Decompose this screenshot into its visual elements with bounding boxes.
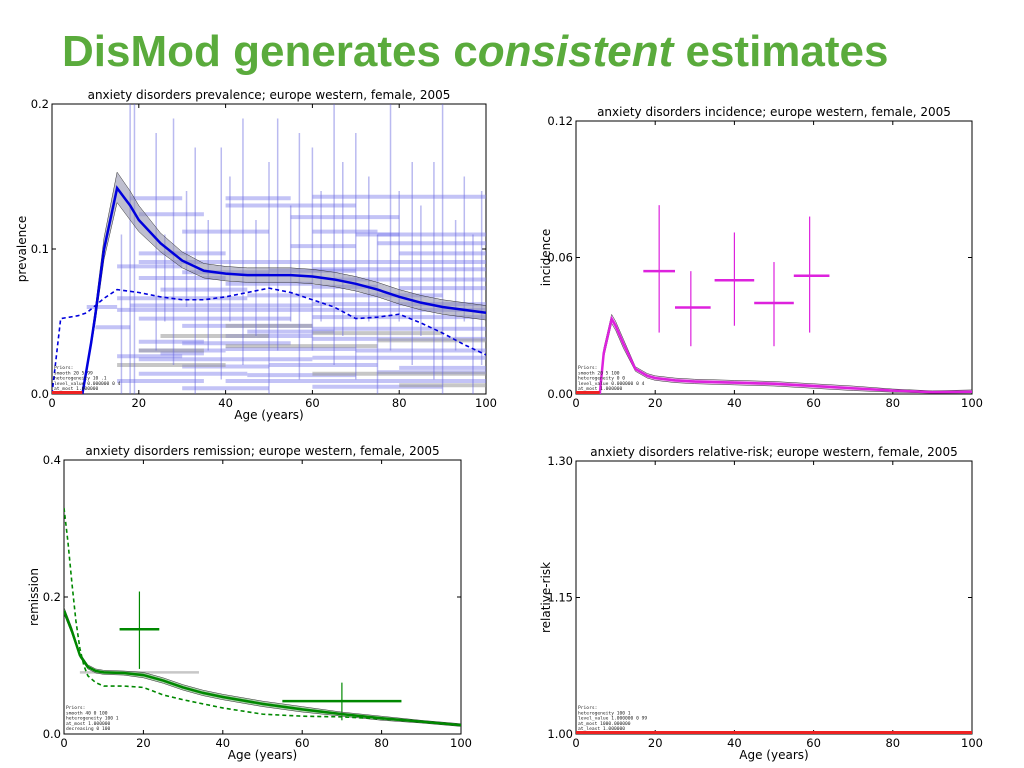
chart0-prior-line: heterogeneity 10 .1 xyxy=(54,376,107,382)
chart1-prior-line: smooth 20 5 100 xyxy=(578,370,620,376)
chart2-prior-line: heterogeneity 100 1 xyxy=(66,716,119,722)
chart2-prior-line: at_most 1.000000 xyxy=(66,721,110,727)
chart1-mean-curve xyxy=(576,315,972,394)
chart0-prior-line: at_most 1.000000 xyxy=(54,386,98,392)
chart1-title: anxiety disorders incidence; europe west… xyxy=(597,105,951,119)
chart3-prior-line: Priors: xyxy=(578,705,597,711)
chart0-prior-line: Priors: xyxy=(54,365,73,371)
chart0-xtick-label: 80 xyxy=(392,396,407,410)
chart0-title: anxiety disorders prevalence; europe wes… xyxy=(88,88,451,102)
chart0-uncertainty-band xyxy=(52,171,486,394)
chart1-plot-frame xyxy=(575,120,973,395)
chart2-prior-line: decreasing 0 100 xyxy=(66,726,110,732)
chart1-ylabel: incidence xyxy=(539,229,553,286)
chart2-xtick-label: 20 xyxy=(136,736,151,750)
chart0-prior-line: level_value 0.000000 0 4 xyxy=(54,381,121,387)
chart3-ytick-label: 1.15 xyxy=(547,591,573,605)
chart2-ytick-label: 0.4 xyxy=(43,453,61,467)
chart3-xtick-label: 20 xyxy=(648,736,663,750)
chart0-ytick-label: 0.1 xyxy=(31,242,49,256)
chart3-xtick-label: 40 xyxy=(727,736,742,750)
chart0-ytick-label: 0.0 xyxy=(31,387,49,401)
chart1-ytick-label: 0.12 xyxy=(547,114,573,128)
chart3-ylabel: relative-risk xyxy=(539,562,553,633)
chart1-xtick-label: 0 xyxy=(572,396,579,410)
chart3-xlabel: Age (years) xyxy=(739,748,808,762)
slide-title-post: estimates xyxy=(673,27,889,76)
chart2-prior-line: Priors: xyxy=(66,705,85,711)
chart2-ytick-label: 0.0 xyxy=(43,727,61,741)
chart3-prior-line: at_least 1.000000 xyxy=(578,726,625,732)
chart3-xtick-label: 0 xyxy=(572,736,579,750)
chart2-marks xyxy=(64,507,461,727)
chart1-ytick-label: 0.06 xyxy=(547,251,573,265)
chart3-xtick-label: 80 xyxy=(885,736,900,750)
chart0-xtick-label: 100 xyxy=(475,396,497,410)
chart1-xtick-label: 100 xyxy=(961,396,983,410)
chart2-xtick-label: 0 xyxy=(60,736,67,750)
chart0-marks xyxy=(52,104,486,394)
chart0-xtick-label: 20 xyxy=(131,396,146,410)
chart3-xtick-label: 100 xyxy=(961,736,983,750)
chart2-xtick-label: 100 xyxy=(450,736,472,750)
chart1-ytick-label: 0.00 xyxy=(547,387,573,401)
chart2-title: anxiety disorders remission; europe west… xyxy=(85,444,439,458)
chart0-ytick-label: 0.2 xyxy=(31,97,49,111)
chart2-ytick-label: 0.2 xyxy=(43,590,61,604)
chart3-ytick-label: 1.30 xyxy=(547,454,573,468)
chart0-xtick-label: 0 xyxy=(48,396,55,410)
chart1-uncertainty-band xyxy=(576,313,972,394)
chart1-prior-line: level_value 0.000000 0 4 xyxy=(578,381,645,387)
chart1-prior-line: heterogeneity 0 0 xyxy=(578,376,625,382)
chart3-plot-frame xyxy=(575,460,973,735)
chart2-xtick-label: 80 xyxy=(374,736,389,750)
chart0-mean-curve xyxy=(52,185,486,394)
chart2-prior-line: smooth 40 0 100 xyxy=(66,710,108,716)
chart3-ytick-label: 1.00 xyxy=(547,727,573,741)
chart2-ylabel: remission xyxy=(27,568,41,626)
chart3-title: anxiety disorders relative-risk; europe … xyxy=(590,445,957,459)
chart1-marks xyxy=(576,205,972,394)
chart1-xtick-label: 60 xyxy=(806,396,821,410)
chart1-xtick-label: 40 xyxy=(727,396,742,410)
chart0-ylabel: prevalence xyxy=(15,216,29,282)
chart2-xtick-label: 40 xyxy=(215,736,230,750)
chart2-mean-curve xyxy=(64,610,461,727)
slide-title: DisMod generates consistent estimates xyxy=(62,30,889,74)
chart1-xtick-label: 80 xyxy=(885,396,900,410)
chart0-xlabel: Age (years) xyxy=(234,408,303,422)
chart0-xtick-label: 60 xyxy=(305,396,320,410)
chart0-prior-line: smooth 20 5 99 xyxy=(54,370,93,376)
chart1-xtick-label: 20 xyxy=(648,396,663,410)
chart2-dashed-curve xyxy=(64,507,461,726)
chart0-xtick-label: 40 xyxy=(218,396,233,410)
chart3-xtick-label: 60 xyxy=(806,736,821,750)
slide-title-emphasis: onsistent xyxy=(477,27,674,76)
chart3-prior-line: level_value 1.000000 0 99 xyxy=(578,716,647,722)
chart0-dashed-curve xyxy=(52,287,486,394)
chart1-prior-line: at_most 1.000000 xyxy=(578,386,622,392)
chart2-xlabel: Age (years) xyxy=(228,748,297,762)
chart3-prior-line: at_most 1000.000000 xyxy=(578,721,631,727)
chart2-xtick-label: 60 xyxy=(295,736,310,750)
chart3-prior-line: heterogeneity 100 1 xyxy=(578,710,631,716)
chart1-prior-line: Priors: xyxy=(578,365,597,371)
slide-title-pre: DisMod generates c xyxy=(62,27,478,76)
